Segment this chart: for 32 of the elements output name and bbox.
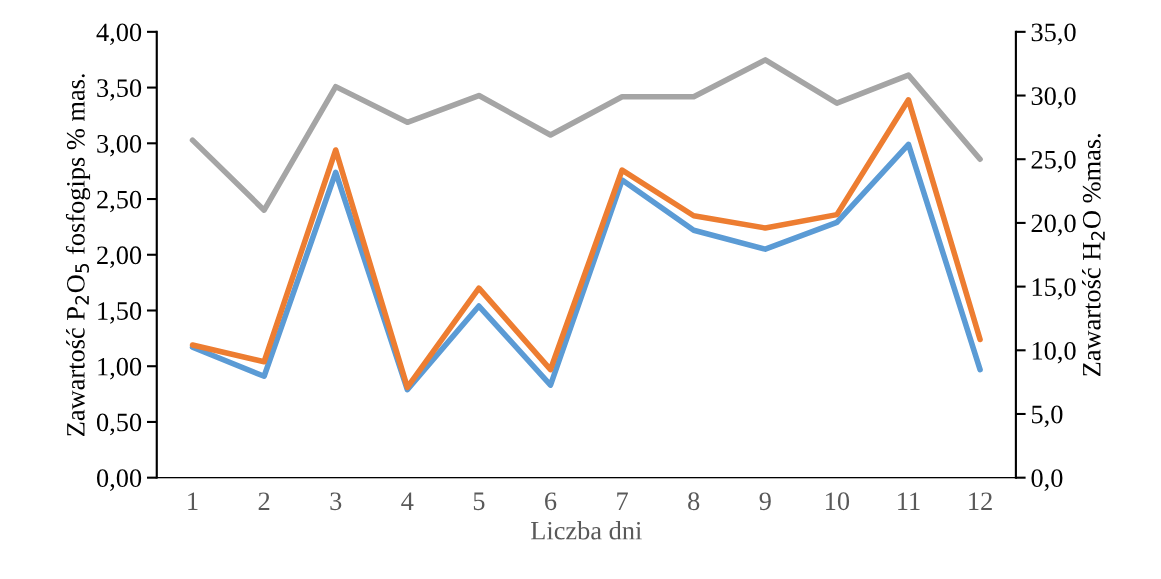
y-tick-label: 3,50 [97,79,142,101]
x-tick-label: 1 [188,492,198,510]
y2-tick-label: 0,0 [1031,469,1063,491]
x-tick-label: 5 [473,492,485,511]
y2-tick-label: 10,0 [1032,341,1076,364]
y2-tick-label: 15,0 [1032,278,1076,300]
x-axis-title: Liczba dni [531,521,642,540]
x-tick-label: 11 [898,492,920,510]
y2-tick-label: 20,0 [1031,214,1076,237]
x-tick-label: 2 [258,492,270,510]
y-tick-label: 2,00 [97,246,142,268]
x-tick-label: 9 [759,492,771,511]
x-tick-label: 4 [401,492,414,510]
y-tick-label: 4,00 [96,23,142,46]
x-tick-label: 10 [826,492,850,511]
y-axis-title: Zawartość P$_{2}$O$_{5}$ fosfogips % mas. [65,74,91,436]
y2-tick-label: 25,0 [1031,150,1076,173]
x-tick-label: 6 [545,492,557,511]
x-tick-label: 12 [969,492,992,510]
y-tick-label: 1,00 [98,357,142,380]
x-tick-label: 3 [330,492,342,511]
y2-tick-label: 35,0 [1031,23,1076,46]
x-tick-label: 8 [688,492,700,511]
y-tick-label: 0,00 [96,469,142,491]
y-tick-label: 0,50 [96,413,142,436]
x-tick-label: 7 [617,492,628,510]
y2-tick-label: 30,0 [1031,87,1076,109]
y2-tick-label: 5,0 [1031,405,1063,428]
y-tick-label: 2,50 [97,190,142,213]
y-tick-label: 1,50 [98,302,142,324]
y2-axis-title: Zawartość H$_{2}$O %mas. [1082,134,1105,377]
y-tick-label: 3,00 [97,134,142,157]
